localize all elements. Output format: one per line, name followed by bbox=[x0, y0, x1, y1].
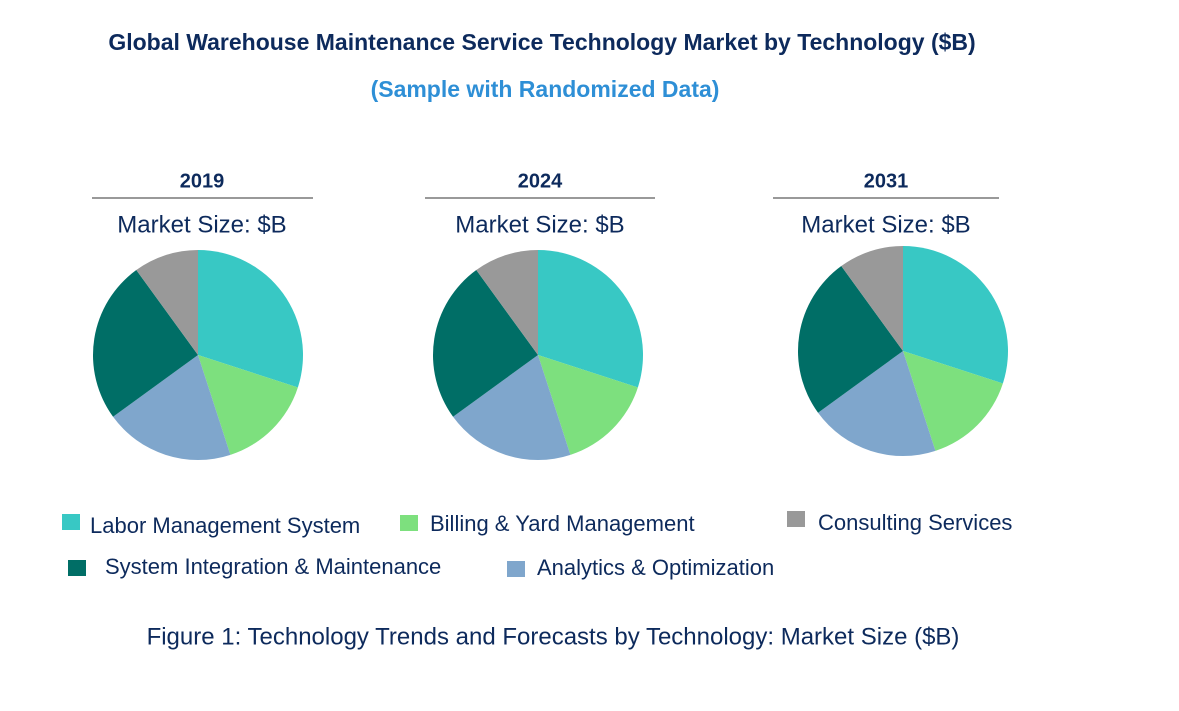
pie-subtitle: Market Size: $B bbox=[117, 211, 286, 238]
pie-title: 2024 bbox=[518, 170, 563, 192]
legend-label: Analytics & Optimization bbox=[537, 555, 774, 580]
legend-label: System Integration & Maintenance bbox=[105, 554, 441, 579]
pie-slice bbox=[198, 355, 298, 455]
pie-slice bbox=[136, 250, 198, 355]
subtitle: (Sample with Randomized Data) bbox=[371, 76, 720, 102]
pie-slice bbox=[818, 351, 936, 456]
pie-slice bbox=[841, 246, 903, 351]
pie-slice bbox=[538, 355, 638, 455]
legend-swatch bbox=[400, 515, 418, 531]
pie-slice bbox=[476, 250, 538, 355]
pie-subtitle: Market Size: $B bbox=[455, 211, 624, 238]
legend-swatch bbox=[68, 560, 86, 576]
pie-slice bbox=[903, 246, 1009, 384]
legend-swatch bbox=[62, 514, 80, 530]
pie-slice bbox=[903, 351, 1003, 451]
title: Global Warehouse Maintenance Service Tec… bbox=[108, 29, 975, 55]
caption: Figure 1: Technology Trends and Forecast… bbox=[147, 623, 960, 650]
legend-label: Billing & Yard Management bbox=[430, 511, 695, 536]
pie-slice bbox=[93, 270, 198, 417]
pie-slice bbox=[433, 270, 538, 417]
pie-slice bbox=[113, 355, 231, 460]
pie-slice bbox=[538, 250, 644, 388]
legend-swatch bbox=[507, 561, 525, 577]
pie-slice bbox=[798, 266, 903, 413]
pie-title: 2031 bbox=[864, 170, 909, 192]
pie-title: 2019 bbox=[180, 170, 225, 192]
legend-swatch bbox=[787, 511, 805, 527]
pie-slice bbox=[453, 355, 571, 461]
pie-subtitle: Market Size: $B bbox=[801, 211, 970, 238]
pie-slice bbox=[198, 250, 303, 388]
legend-label: Labor Management System bbox=[90, 513, 360, 538]
legend-label: Consulting Services bbox=[818, 510, 1012, 535]
